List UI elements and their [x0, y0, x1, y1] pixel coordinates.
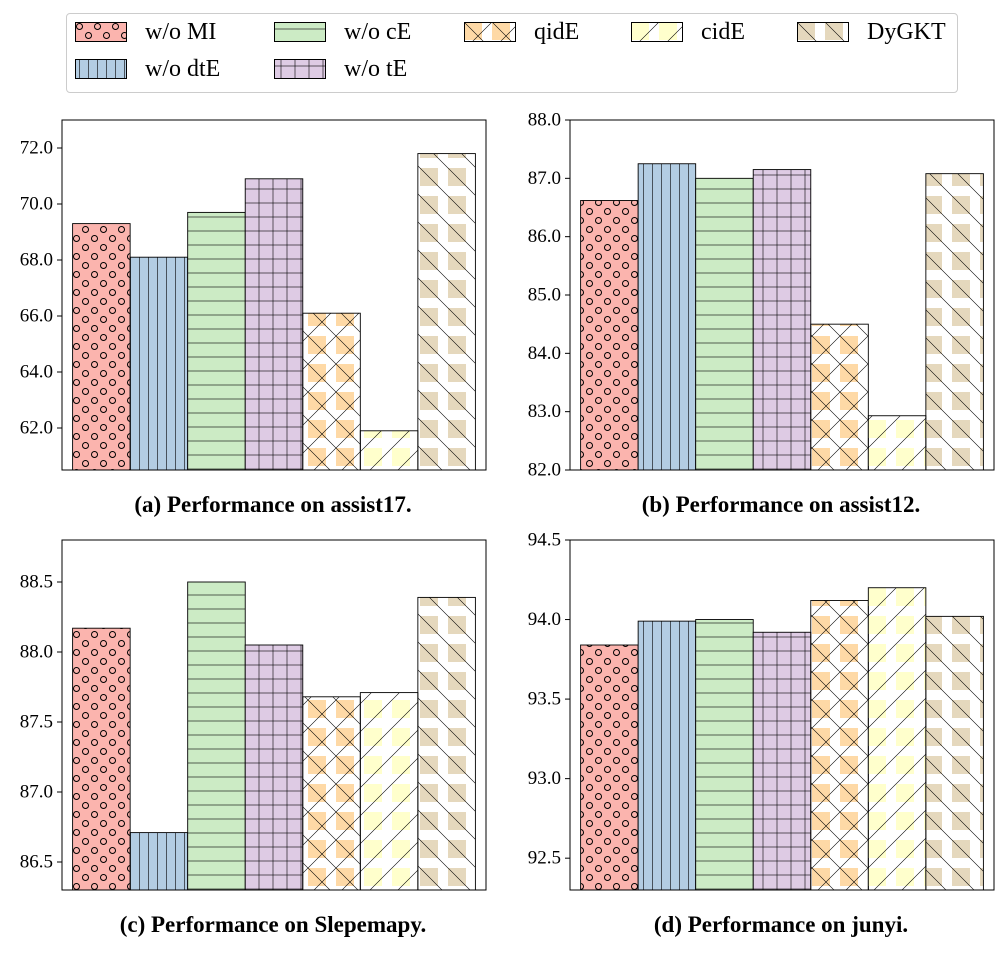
legend-item-cide: cidE [631, 19, 745, 45]
legend-swatch-w-o-te [274, 59, 326, 79]
bar-w-o-ce [187, 581, 246, 891]
legend-swatch-dygkt [797, 22, 849, 42]
legend-label-w-o-ce: w/o cE [344, 18, 412, 45]
caption-a: (a) Performance on assist17. [134, 492, 412, 517]
y-tick-label: 87.5 [20, 712, 53, 733]
bar-w-o-dte [637, 620, 697, 891]
y-tick-label: 87.0 [528, 168, 561, 189]
y-tick-label: 88.5 [20, 572, 53, 593]
legend-swatch-w-o-ce [274, 22, 326, 42]
y-tick-label: 72.0 [20, 138, 53, 159]
bar-w-o-dte [637, 163, 697, 471]
y-tick-label: 93.5 [528, 689, 561, 710]
y-tick-label: 86.5 [20, 852, 53, 873]
y-tick-label: 87.0 [20, 782, 53, 803]
bar-w-o-te [752, 169, 812, 471]
legend-item-w-o-dte: w/o dtE [75, 56, 220, 82]
y-tick-label: 68.0 [20, 250, 53, 271]
y-tick-label: 85.0 [528, 285, 561, 306]
legend-swatch-qide [464, 22, 516, 42]
y-tick-label: 82.0 [528, 460, 561, 481]
bar-w-o-mi [72, 223, 131, 471]
bar-w-o-te [752, 631, 812, 891]
bar-w-o-dte [129, 832, 189, 891]
legend-swatch-w-o-mi [75, 22, 127, 42]
bar-qide [810, 600, 869, 891]
bar-cide [867, 415, 927, 471]
y-tick-label: 88.0 [528, 110, 561, 131]
bar-w-o-mi [580, 644, 639, 891]
chart-d: 92.5 93.0 93.5 94.0 94.5 [528, 530, 995, 891]
legend-swatch-cide [631, 22, 683, 42]
bar-dygkt [925, 615, 984, 891]
bar-qide [302, 696, 361, 891]
bar-w-o-mi [580, 200, 639, 471]
chart-a: 62.0 64.0 66.0 68.0 70.0 72.0 [20, 119, 487, 471]
bar-w-o-dte [129, 256, 189, 471]
y-tick-label: 84.0 [528, 343, 561, 364]
legend-label-dygkt: DyGKT [867, 18, 946, 45]
plot-frame [569, 539, 995, 891]
legend-item-qide: qidE [464, 19, 579, 45]
legend: w/o MI w/o cE qidE cidE DyGKT w/o dtE w/… [66, 13, 958, 93]
plot-frame [61, 539, 487, 891]
bar-qide [810, 323, 869, 471]
y-tick-label: 62.0 [20, 418, 53, 439]
plot-frame [61, 119, 487, 471]
bar-w-o-ce [695, 619, 754, 891]
y-tick-label: 66.0 [20, 306, 53, 327]
bar-cide [867, 587, 927, 891]
y-tick-label: 88.0 [20, 642, 53, 663]
bar-w-o-ce [187, 211, 246, 471]
bar-dygkt [417, 153, 476, 471]
chart-c: 86.5 87.0 87.5 88.0 88.5 [20, 539, 487, 891]
bar-w-o-te [244, 644, 304, 891]
bar-w-o-mi [72, 627, 131, 891]
legend-label-cide: cidE [701, 18, 745, 45]
y-tick-label: 64.0 [20, 362, 53, 383]
bar-cide [359, 430, 419, 471]
legend-label-w-o-te: w/o tE [344, 55, 408, 82]
y-tick-label: 83.0 [528, 401, 561, 422]
bar-qide [302, 312, 361, 471]
y-tick-label: 86.0 [528, 226, 561, 247]
legend-item-dygkt: DyGKT [797, 19, 946, 45]
y-tick-label: 94.5 [528, 530, 561, 551]
bar-cide [359, 692, 419, 891]
legend-item-w-o-mi: w/o MI [75, 19, 216, 45]
bar-dygkt [417, 596, 476, 891]
legend-swatch-w-o-dte [75, 59, 127, 79]
legend-label-qide: qidE [534, 18, 580, 45]
y-tick-label: 92.5 [528, 848, 561, 869]
legend-item-w-o-ce: w/o cE [274, 19, 411, 45]
caption-d: (d) Performance on junyi. [653, 912, 909, 937]
caption-c: (c) Performance on Slepemapy. [119, 912, 427, 937]
bar-dygkt [925, 173, 984, 471]
legend-label-w-o-mi: w/o MI [145, 18, 217, 45]
legend-label-w-o-dte: w/o dtE [145, 55, 221, 82]
legend-item-w-o-te: w/o tE [274, 56, 407, 82]
y-tick-label: 93.0 [528, 768, 561, 789]
bar-w-o-te [244, 178, 304, 471]
chart-b: 82.0 83.0 84.0 85.0 86.0 87.0 88.0 [528, 110, 995, 481]
caption-b: (b) Performance on assist12. [641, 492, 921, 517]
y-tick-label: 70.0 [20, 194, 53, 215]
y-tick-label: 94.0 [528, 609, 561, 630]
bar-w-o-ce [695, 177, 754, 471]
